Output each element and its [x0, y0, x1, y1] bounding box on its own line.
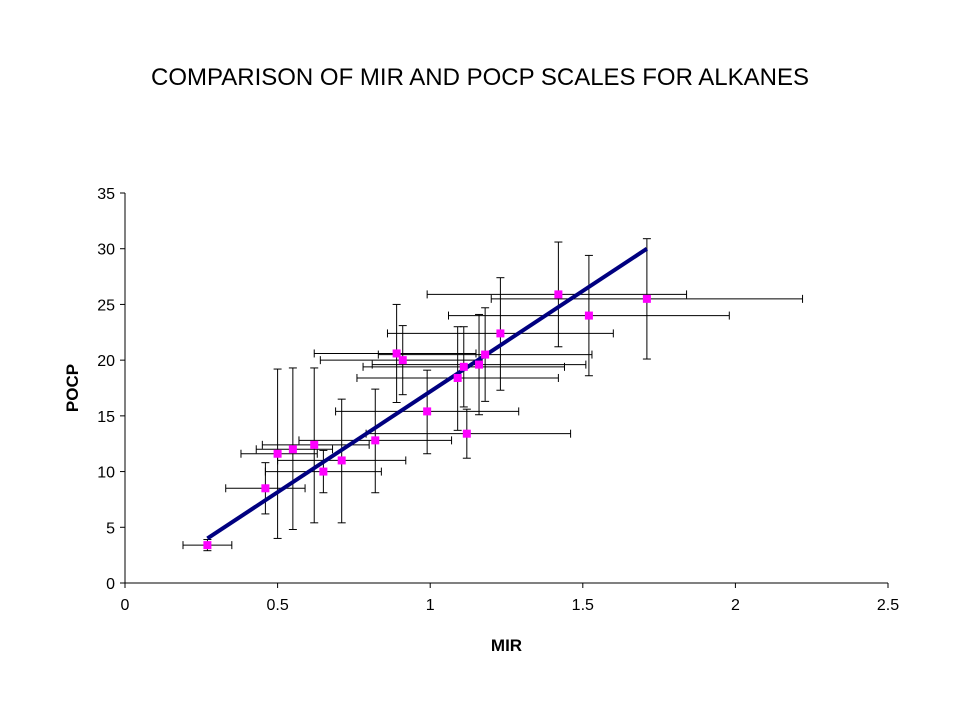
y-axis-label: POCP [63, 364, 82, 412]
data-point [642, 294, 651, 303]
y-tick-label: 25 [97, 297, 115, 314]
data-point [554, 290, 563, 299]
data-point [481, 350, 490, 359]
x-axis-label: MIR [491, 636, 522, 655]
data-point [462, 429, 471, 438]
y-tick-label: 15 [97, 409, 115, 426]
data-point [392, 349, 401, 358]
data-point [371, 436, 380, 445]
data-point [319, 467, 328, 476]
data-point [496, 329, 505, 338]
x-tick-label: 1 [426, 597, 435, 614]
fit-line [206, 247, 648, 541]
x-tick-label: 0 [121, 597, 130, 614]
error-bars [182, 238, 804, 552]
y-tick-label: 30 [97, 242, 115, 259]
x-tick-label: 2.5 [877, 597, 899, 614]
fit-line-group [206, 247, 648, 541]
data-point [203, 541, 212, 550]
data-points [203, 290, 651, 550]
data-point [273, 449, 282, 458]
data-point [288, 445, 297, 454]
data-point [459, 362, 468, 371]
data-point [475, 360, 484, 369]
x-tick-label: 1.5 [572, 597, 594, 614]
y-tick-label: 0 [106, 576, 115, 593]
tick-labels: 0 5 10 15 20 25 30 35 0 0.5 1 1.5 2 2.5 MIR POCP [63, 186, 899, 655]
y-tick-label: 5 [106, 520, 115, 537]
x-tick-label: 0.5 [266, 597, 288, 614]
data-point [453, 373, 462, 382]
data-point [337, 456, 346, 465]
y-tick-label: 10 [97, 465, 115, 482]
y-tick-label: 20 [97, 353, 115, 370]
chart-title: COMPARISON OF MIR AND POCP SCALES FOR AL… [151, 64, 809, 91]
axes [120, 192, 889, 588]
data-point [261, 484, 270, 493]
data-point [423, 407, 432, 416]
x-tick-label: 2 [731, 597, 740, 614]
data-point [398, 356, 407, 365]
y-tick-label: 35 [97, 186, 115, 203]
data-point [584, 311, 593, 320]
data-point [310, 440, 319, 449]
